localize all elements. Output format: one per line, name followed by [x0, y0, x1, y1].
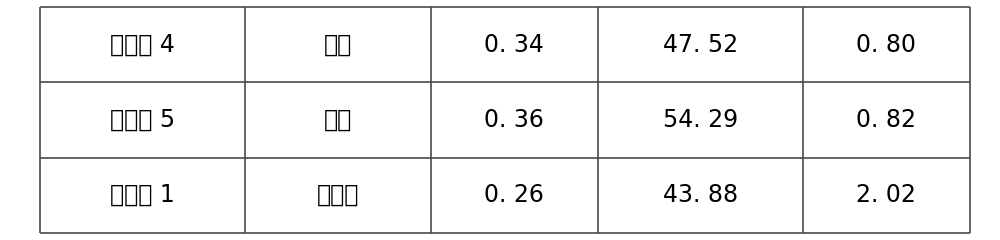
Text: 0. 26: 0. 26: [484, 183, 544, 207]
Text: 43. 88: 43. 88: [663, 183, 738, 207]
Text: 2. 02: 2. 02: [856, 183, 916, 207]
Text: 0. 82: 0. 82: [856, 108, 916, 132]
Text: 椭球形: 椭球形: [316, 183, 359, 207]
Text: 0. 34: 0. 34: [484, 33, 544, 57]
Text: 球形: 球形: [323, 33, 352, 57]
Text: 0. 36: 0. 36: [484, 108, 544, 132]
Text: 球形: 球形: [323, 108, 352, 132]
Text: 54. 29: 54. 29: [663, 108, 738, 132]
Text: 47. 52: 47. 52: [663, 33, 738, 57]
Text: 实施例 4: 实施例 4: [110, 33, 175, 57]
Text: 0. 80: 0. 80: [856, 33, 916, 57]
Text: 对比例 1: 对比例 1: [110, 183, 175, 207]
Text: 实施例 5: 实施例 5: [110, 108, 175, 132]
